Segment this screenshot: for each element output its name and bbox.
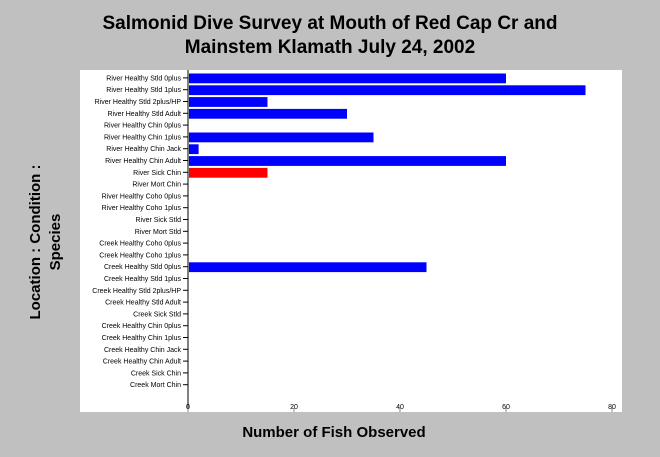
- x-tick-label: 0: [186, 404, 190, 411]
- y-tick-label: River Sick Chin: [133, 170, 181, 177]
- bar: [189, 262, 427, 273]
- y-tick-label: Creek Healthy Chin Adult: [103, 359, 181, 366]
- y-tick-label: Creek Healthy Stld 0plus: [104, 264, 182, 271]
- y-tick-label: Creek Mort Chin: [130, 382, 181, 389]
- y-tick-label: Creek Healthy Coho 1plus: [99, 252, 181, 259]
- y-tick-label: Creek Healthy Coho 0plus: [99, 241, 181, 248]
- y-tick-label: River Healthy Stld 2plus/HP: [95, 99, 182, 106]
- bar: [189, 144, 199, 155]
- chart-title-line-2: Mainstem Klamath July 24, 2002: [184, 37, 476, 58]
- bar: [189, 73, 506, 84]
- x-tick-label: 20: [290, 404, 298, 411]
- y-tick-label: Creek Healthy Stld Adult: [105, 300, 181, 307]
- y-tick-label: River Healthy Stld 1plus: [106, 87, 181, 94]
- bar: [189, 108, 347, 119]
- y-tick-label: Creek Healthy Stld 2plus/HP: [92, 288, 181, 295]
- x-tick-label: 40: [396, 404, 404, 411]
- y-tick-label: Creek Healthy Stld 1plus: [104, 276, 182, 283]
- y-tick-label: Creek Healthy Chin 0plus: [102, 323, 182, 330]
- chart-title-line-1: Salmonid Dive Survey at Mouth of Red Cap…: [102, 13, 558, 34]
- bar: [189, 132, 374, 143]
- y-tick-label: River Healthy Chin 1plus: [104, 134, 182, 141]
- y-tick-label: River Healthy Coho 1plus: [102, 205, 182, 212]
- y-tick-label: Creek Healthy Chin 1plus: [102, 335, 182, 342]
- y-tick-label: River Healthy Chin 0plus: [104, 123, 182, 130]
- y-tick-label: River Sick Stld: [135, 217, 181, 224]
- bar: [189, 156, 506, 166]
- y-tick-label: River Mort Chin: [132, 182, 181, 189]
- bar: [189, 167, 268, 178]
- y-tick-label: River Healthy Chin Adult: [105, 158, 181, 165]
- y-tick-label: Creek Healthy Chin Jack: [104, 347, 182, 354]
- y-tick-label: Creek Sick Chin: [131, 370, 181, 377]
- x-tick-label: 60: [502, 404, 510, 411]
- x-axis-label: Number of Fish Observed: [242, 424, 426, 441]
- plot-area: [80, 70, 622, 412]
- y-tick-label: River Healthy Stld Adult: [107, 111, 181, 118]
- y-tick-label: River Healthy Chin Jack: [106, 146, 181, 153]
- bar: [189, 85, 586, 96]
- y-tick-label: Creek Sick Stld: [133, 311, 181, 318]
- y-tick-label: River Healthy Coho 0plus: [102, 193, 182, 200]
- bar: [189, 97, 268, 107]
- y-tick-label: River Mort Stld: [135, 229, 181, 236]
- x-tick-label: 80: [608, 404, 616, 411]
- y-tick-label: River Healthy Stld 0plus: [106, 75, 181, 82]
- chart-title: Salmonid Dive Survey at Mouth of Red Cap…: [0, 12, 660, 60]
